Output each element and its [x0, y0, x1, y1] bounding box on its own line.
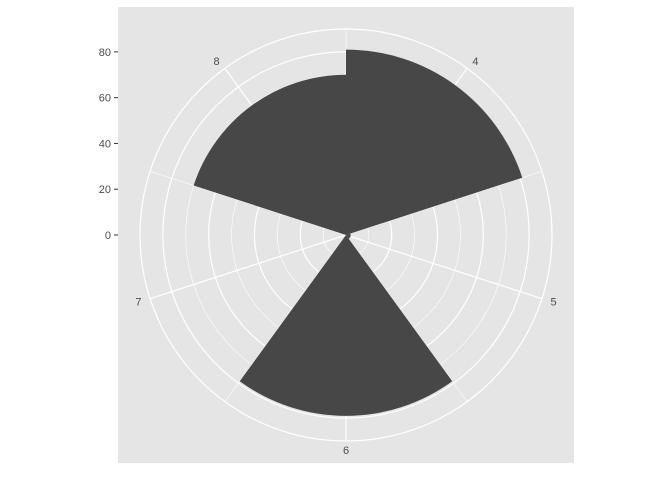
y-tick-label: 20	[99, 184, 111, 196]
y-tick-label: 60	[99, 93, 111, 105]
y-tick-label: 80	[99, 47, 111, 59]
category-axis: 4 5 6 7 8	[135, 56, 556, 457]
y-tick-label: 0	[105, 230, 111, 242]
category-label-5: 5	[550, 296, 556, 308]
bars-layer	[193, 49, 523, 416]
bar-5	[346, 233, 351, 239]
bar-8	[193, 74, 346, 236]
y-axis: 0 20 40 60 80	[99, 47, 118, 242]
category-label-6: 6	[343, 445, 349, 457]
category-label-8: 8	[214, 56, 220, 68]
category-label-7: 7	[135, 296, 141, 308]
category-label-4: 4	[472, 56, 478, 68]
outer-grid-circle	[139, 28, 553, 442]
major-spoke	[149, 234, 347, 300]
major-spoke	[345, 234, 543, 300]
bar-6	[239, 235, 453, 416]
bar-4	[346, 49, 523, 235]
y-tick-label: 40	[99, 138, 111, 150]
